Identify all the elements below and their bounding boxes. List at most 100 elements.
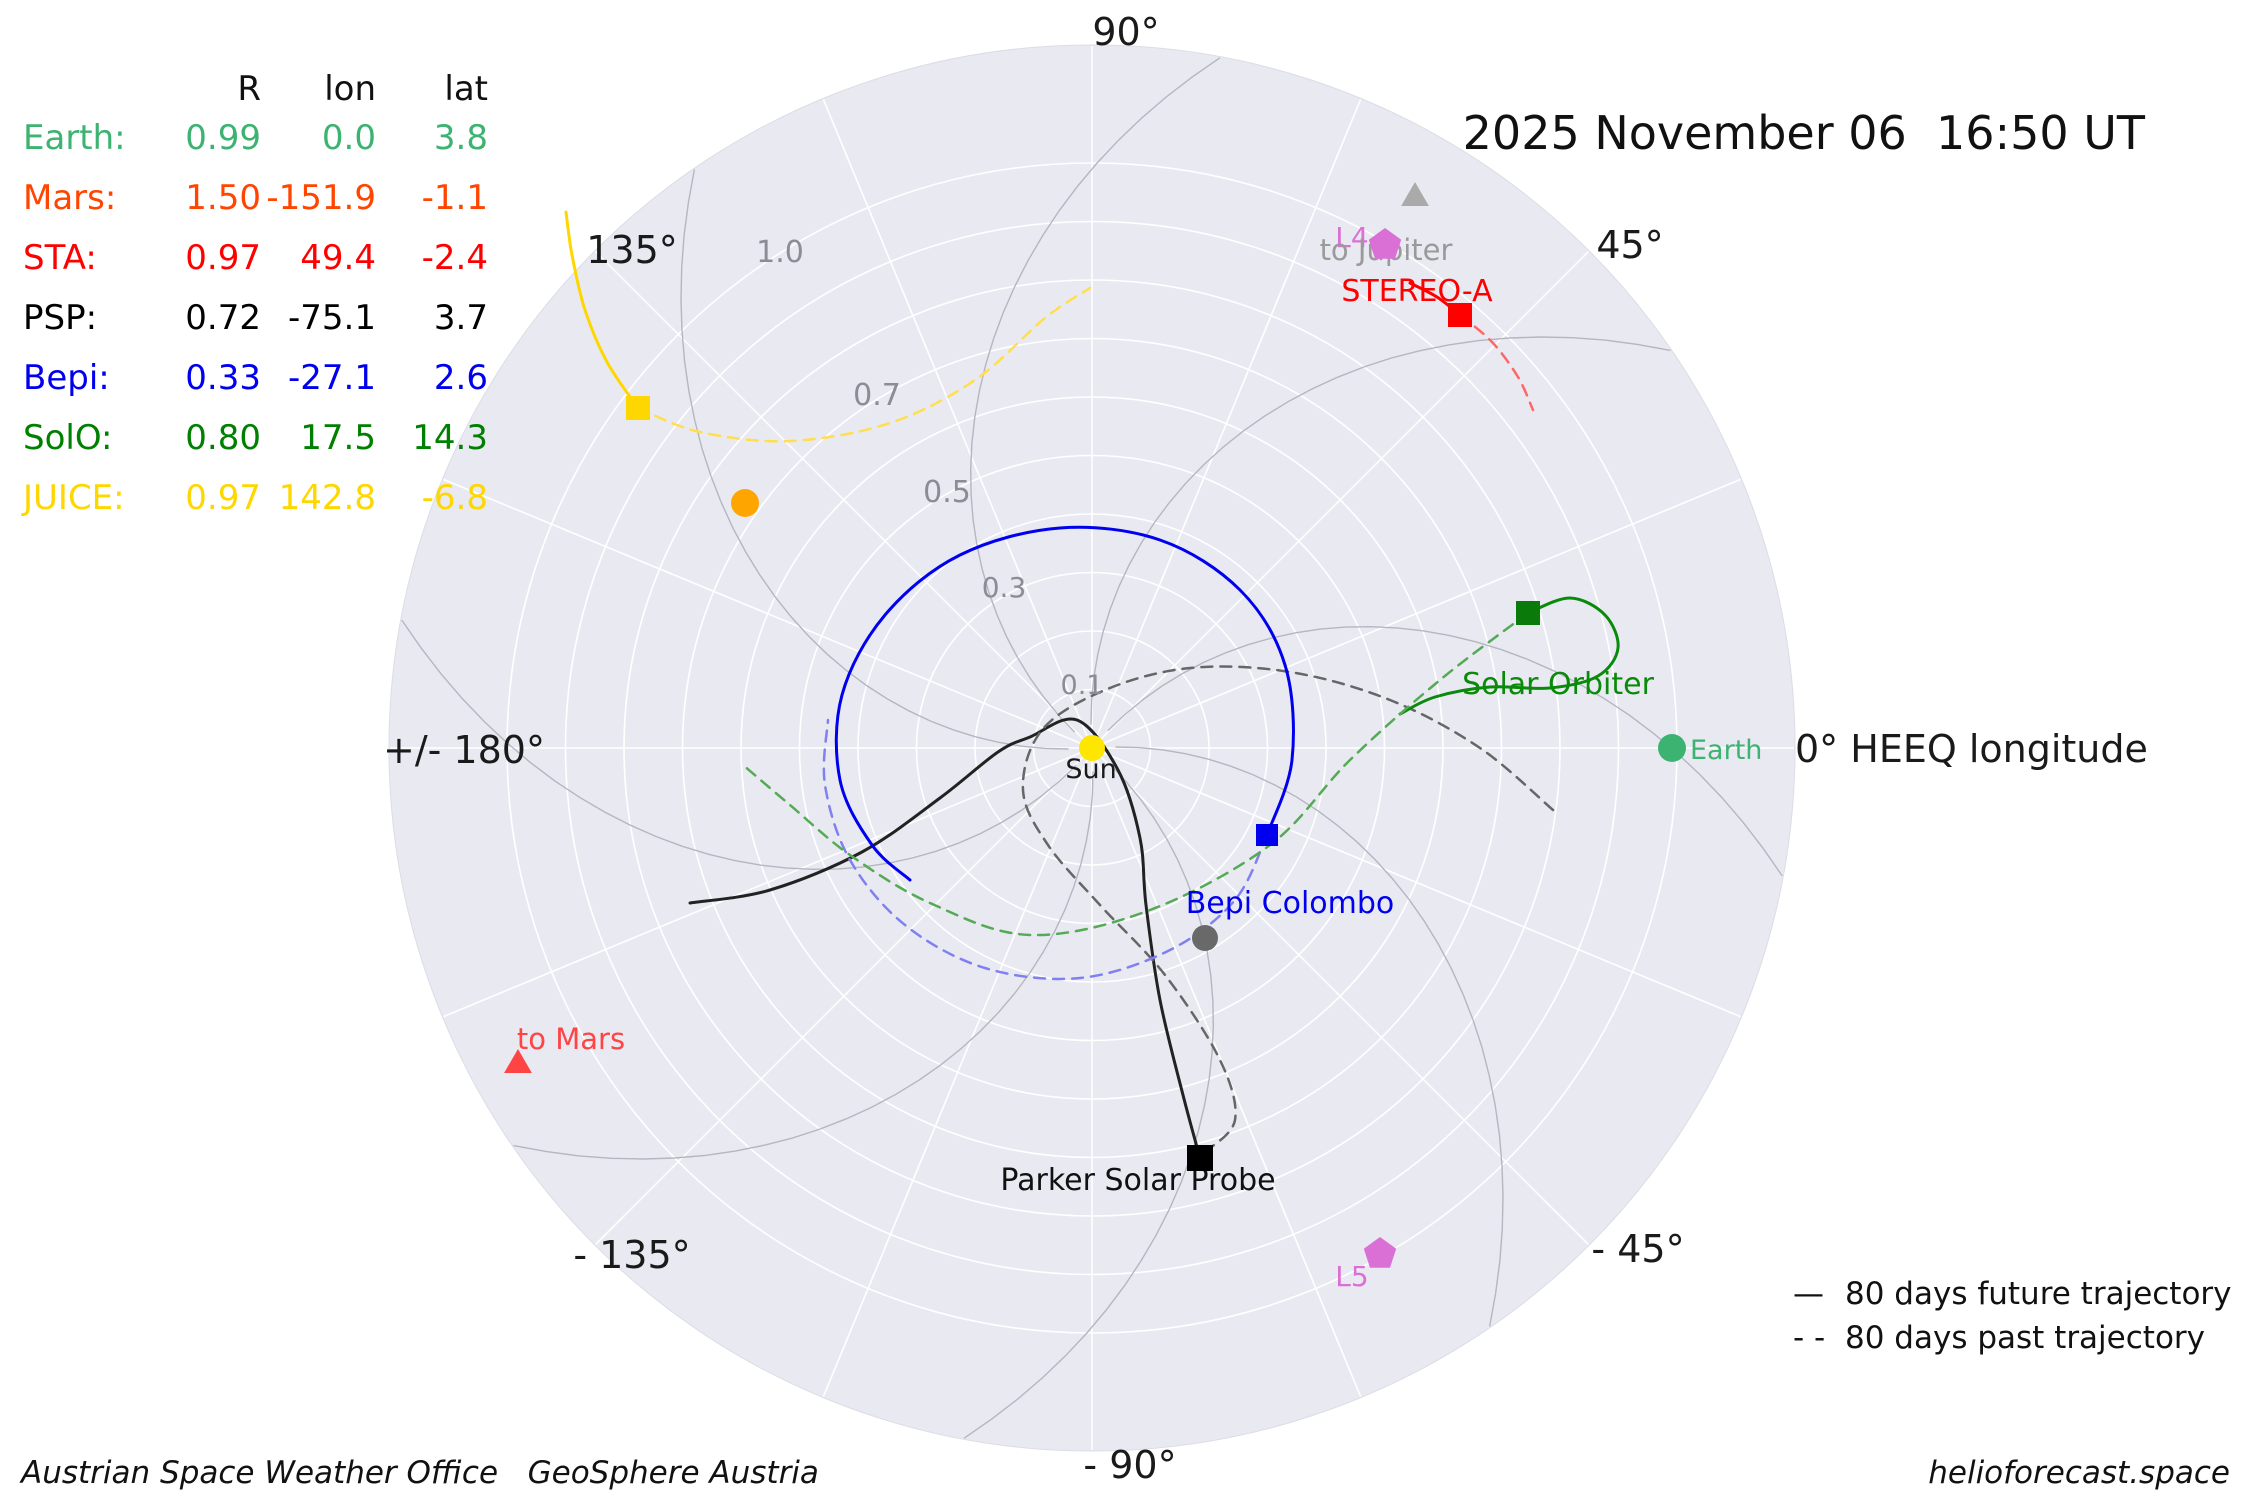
parker-spiral-lines [401, 57, 1783, 1439]
ring-label-0.1: 0.1 [1061, 670, 1104, 701]
cell-R: 0.97 [185, 478, 261, 518]
cell-lat: -2.4 [421, 238, 488, 278]
cell-lon: 0.0 [321, 118, 376, 158]
cell-lon: -27.1 [288, 358, 376, 398]
cell-R: 0.99 [185, 118, 261, 158]
cell-R: 1.50 [185, 178, 261, 218]
angle-label-90: 90° [1092, 10, 1159, 54]
datetime-title: 2025 November 06 16:50 UT [1462, 106, 2145, 160]
position-row-sta: STA: 0.97 49.4 -2.4 [23, 228, 488, 288]
cell-lat: 3.7 [433, 298, 488, 338]
credit-left: Austrian Space Weather Office GeoSphere … [21, 1455, 819, 1491]
bepi-colombo-marker [1256, 824, 1278, 846]
ring-label-0.5: 0.5 [923, 475, 971, 510]
cell-lon: 49.4 [300, 238, 376, 278]
column-header-lat: lat [444, 69, 488, 109]
cell-name: Bepi: [23, 358, 110, 398]
sun-marker [1079, 735, 1105, 761]
mars-direction-marker [504, 1049, 532, 1073]
solo-past-trajectory [741, 611, 1530, 937]
cell-R: 0.72 [185, 298, 261, 338]
earth-label: Earth [1690, 735, 1762, 766]
cell-lon: 17.5 [300, 418, 376, 458]
mars-direction-label: to Mars [517, 1022, 625, 1056]
legend-future-label: 80 days future trajectory [1845, 1276, 2232, 1312]
parker-spiral [513, 771, 1094, 1160]
cell-lon: 142.8 [278, 478, 376, 518]
angle-label-0-heeq: 0° HEEQ longitude [1795, 727, 2148, 771]
position-table-header: R lon lat [23, 69, 488, 109]
spacecraft-trajectories [564, 210, 1620, 1160]
body-markers [504, 182, 1686, 1268]
solar-orbiter-label: Solar Orbiter [1462, 667, 1655, 702]
trajectory-legend: — 80 days future trajectory - - 80 days … [1793, 1272, 2232, 1360]
juice-past-trajectory [636, 286, 1092, 443]
jupiter-direction-marker [1401, 182, 1429, 206]
angle-label-135: 135° [586, 228, 678, 272]
cell-name: Earth: [23, 118, 126, 158]
cell-lat: -1.1 [421, 178, 488, 218]
solid-line-symbol: — [1793, 1276, 1824, 1312]
solo-future-trajectory [1398, 596, 1620, 716]
cell-lat: -6.8 [421, 478, 488, 518]
legend-past-trajectory: - - 80 days past trajectory [1793, 1316, 2232, 1360]
angle-label-neg90: - 90° [1083, 1443, 1176, 1487]
cell-R: 0.33 [185, 358, 261, 398]
mercury-marker [1192, 925, 1218, 951]
angle-label-pm180: +/- 180° [383, 728, 545, 772]
position-row-solo: SolO: 0.80 17.5 14.3 [23, 408, 488, 468]
parker-spiral [1090, 336, 1671, 725]
ring-label-0.7: 0.7 [853, 378, 901, 413]
parker-spiral [1115, 746, 1504, 1327]
psp-future-trajectory [688, 717, 1202, 1160]
position-row-juice: JUICE: 0.97 142.8 -6.8 [23, 468, 488, 528]
parker-spiral [969, 57, 1221, 733]
cell-lat: 14.3 [412, 418, 488, 458]
juice-marker [626, 396, 650, 420]
l5-marker [1363, 1237, 1397, 1268]
cell-lat: 2.6 [433, 358, 488, 398]
cell-lat: 3.8 [433, 118, 488, 158]
ring-label-0.3: 0.3 [982, 571, 1027, 604]
dashed-line-symbol: - - [1793, 1320, 1826, 1356]
cell-lon: -151.9 [266, 178, 376, 218]
cell-name: STA: [23, 238, 97, 278]
legend-future-trajectory: — 80 days future trajectory [1793, 1272, 2232, 1316]
axis-angle-labels: 90° 45° 135° +/- 180° 0° HEEQ longitude … [383, 10, 2148, 1487]
venus-marker [731, 489, 759, 517]
parker-spiral [401, 619, 1077, 871]
parker-solar-probe-marker [1187, 1145, 1213, 1171]
juice-future-trajectory [564, 210, 640, 410]
bepi-past-trajectory [822, 718, 1269, 981]
bepi-future-trajectory [834, 525, 1295, 882]
position-table: R lon lat Earth: 0.99 0.0 3.8 Mars: 1.50 -151.… [23, 69, 488, 528]
stereo-a-marker [1448, 303, 1472, 327]
bepi-colombo-label: Bepi Colombo [1186, 886, 1395, 921]
psp-past-trajectory [1021, 665, 1555, 1154]
l4-marker [1368, 228, 1402, 259]
column-header-lon: lon [324, 69, 376, 109]
parker-spiral [680, 169, 1069, 750]
position-row-bepi: Bepi: 0.33 -27.1 2.6 [23, 348, 488, 408]
position-row-earth: Earth: 0.99 0.0 3.8 [23, 108, 488, 168]
l5-label: L5 [1335, 1260, 1368, 1293]
position-row-psp: PSP: 0.72 -75.1 3.7 [23, 288, 488, 348]
angle-label-neg45: - 45° [1591, 1227, 1684, 1271]
cell-name: JUICE: [23, 478, 125, 518]
position-table-rows: Earth: 0.99 0.0 3.8 Mars: 1.50 -151.9 -1.1 STA: 0… [23, 108, 488, 528]
sta-past-trajectory [1458, 313, 1535, 412]
cell-name: Mars: [23, 178, 117, 218]
cell-name: PSP: [23, 298, 98, 338]
cell-lon: -75.1 [288, 298, 376, 338]
solar-orbiter-marker [1516, 601, 1540, 625]
parker-spiral [963, 763, 1215, 1439]
ring-label-1.0: 1.0 [756, 235, 804, 270]
ring-distance-labels: 1.0 0.7 0.5 0.3 0.1 [756, 235, 1103, 701]
l4-label: L4 [1335, 221, 1368, 254]
earth-marker [1658, 734, 1686, 762]
cell-R: 0.80 [185, 418, 261, 458]
column-header-r: R [237, 69, 261, 109]
parker-solar-probe-label: Parker Solar Probe [1000, 1163, 1275, 1198]
